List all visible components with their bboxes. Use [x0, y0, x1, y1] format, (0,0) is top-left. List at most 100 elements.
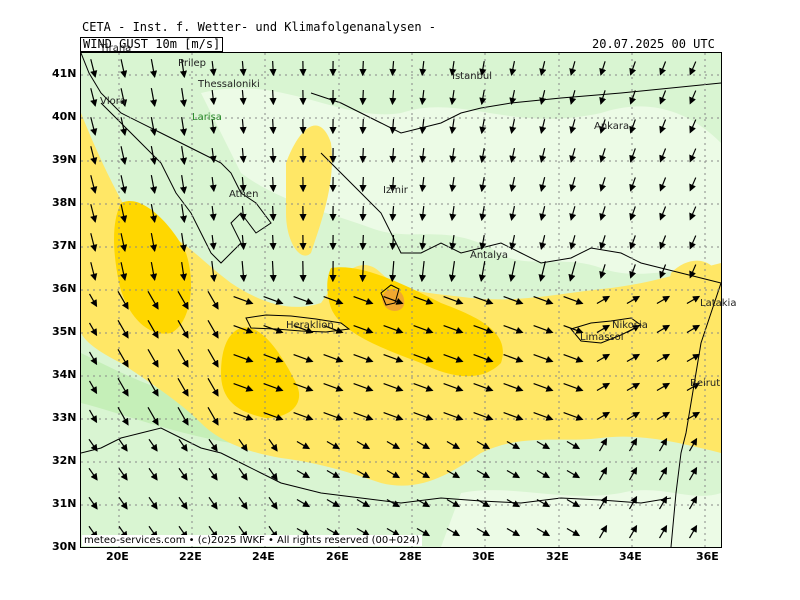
wind-arrow	[566, 469, 581, 479]
wind-arrow	[353, 354, 374, 363]
wind-arrow	[446, 440, 461, 450]
wind-arrow	[656, 295, 671, 305]
yellow-east-levant	[668, 260, 721, 386]
wind-arrow	[563, 296, 584, 305]
wind-arrow	[533, 296, 554, 305]
wind-arrow	[356, 440, 371, 450]
wind-arrow	[533, 354, 554, 363]
wind-arrow	[389, 205, 397, 222]
wind-arrow	[506, 498, 521, 508]
wind-arrow	[207, 349, 219, 368]
wind-arrow	[120, 59, 128, 78]
wind-arrow	[628, 437, 638, 452]
wind-arrow	[599, 148, 607, 163]
wind-arrow	[120, 262, 128, 281]
wind-arrow	[88, 293, 98, 308]
wind-arrow	[359, 234, 367, 251]
wind-arrow	[658, 466, 668, 481]
wind-arrow	[296, 469, 311, 479]
wind-arrow	[446, 527, 461, 537]
wind-arrow	[90, 175, 98, 194]
wind-arrow	[476, 440, 491, 450]
wind-arrow	[179, 88, 188, 108]
wind-arrow	[118, 496, 128, 510]
lat-label: 39N	[52, 153, 77, 166]
wind-arrow	[238, 438, 248, 452]
wind-arrow	[598, 495, 608, 510]
wind-arrow	[293, 354, 314, 363]
wind-arrow	[356, 498, 371, 508]
wind-arrow	[629, 264, 637, 279]
wind-arrow	[533, 412, 554, 421]
wind-arrow	[359, 260, 367, 283]
wind-arrow	[686, 411, 701, 421]
wind-arrow	[446, 469, 461, 479]
city-label: Prilep	[178, 58, 207, 69]
wind-arrow	[533, 383, 554, 392]
wind-arrow	[359, 205, 367, 222]
wind-arrow	[268, 467, 278, 481]
wind-arrow	[90, 233, 98, 252]
wind-arrow	[476, 498, 491, 508]
wind-arrow	[177, 349, 189, 368]
wind-arrow	[596, 324, 611, 334]
wind-arrow	[383, 383, 404, 392]
wind-arrow	[88, 496, 98, 510]
lon-label: 34E	[619, 550, 642, 563]
levant-coast	[670, 282, 721, 547]
wind-arrow	[239, 147, 247, 164]
wind-arrow	[413, 412, 434, 421]
wind-arrow	[506, 527, 521, 537]
wind-arrow	[599, 177, 607, 192]
wind-arrow	[353, 296, 374, 305]
wind-arrow	[263, 354, 284, 363]
wind-arrow	[147, 407, 159, 426]
lat-label: 38N	[52, 196, 77, 209]
institute-title: CETA - Inst. f. Wetter- und Klimafolgena…	[82, 20, 437, 34]
lon-label: 30E	[472, 550, 495, 563]
wind-arrow	[626, 324, 641, 334]
wind-arrow	[686, 382, 701, 392]
wind-arrow	[120, 146, 128, 165]
turkey-west-coast	[310, 82, 721, 134]
wind-arrow	[389, 118, 397, 135]
wind-arrow	[689, 235, 697, 250]
city-label: Beirut	[690, 378, 721, 389]
wind-arrows	[88, 59, 701, 539]
wind-arrow	[419, 118, 427, 135]
city-label: Heraklion	[286, 320, 334, 331]
wind-arrow	[686, 295, 701, 305]
wind-arrow	[536, 498, 551, 508]
wind-arrow	[659, 148, 667, 163]
wind-arrow	[628, 466, 638, 481]
wind-arrow	[150, 233, 158, 253]
wind-arrow	[269, 89, 277, 106]
wind-arrow	[473, 412, 494, 421]
wind-arrow	[419, 89, 427, 106]
wind-arrow	[689, 148, 697, 163]
wind-arrow	[596, 411, 611, 421]
wind-arrow	[476, 527, 491, 537]
wind-arrow	[473, 325, 494, 334]
wind-arrow	[569, 148, 577, 163]
balkan-coast	[81, 53, 272, 264]
wind-arrow	[656, 324, 671, 334]
wind-arrow	[389, 60, 397, 77]
wind-arrow	[90, 117, 98, 136]
wind-arrow	[147, 349, 159, 368]
wind-arrow	[419, 176, 427, 193]
wind-arrow	[359, 60, 367, 77]
wind-arrow	[629, 235, 637, 250]
wind-arrow	[539, 61, 547, 76]
wind-arrow	[150, 175, 158, 195]
wind-arrow	[443, 383, 464, 392]
wind-arrow	[88, 322, 98, 337]
wind-arrow	[389, 176, 397, 193]
wind-arrow	[323, 354, 344, 363]
wind-arrow	[178, 438, 188, 452]
wind-arrow	[359, 147, 367, 164]
wind-arrow	[449, 176, 457, 193]
wind-arrow	[239, 176, 247, 193]
wind-arrow	[178, 467, 188, 481]
wind-arrow	[386, 527, 401, 537]
